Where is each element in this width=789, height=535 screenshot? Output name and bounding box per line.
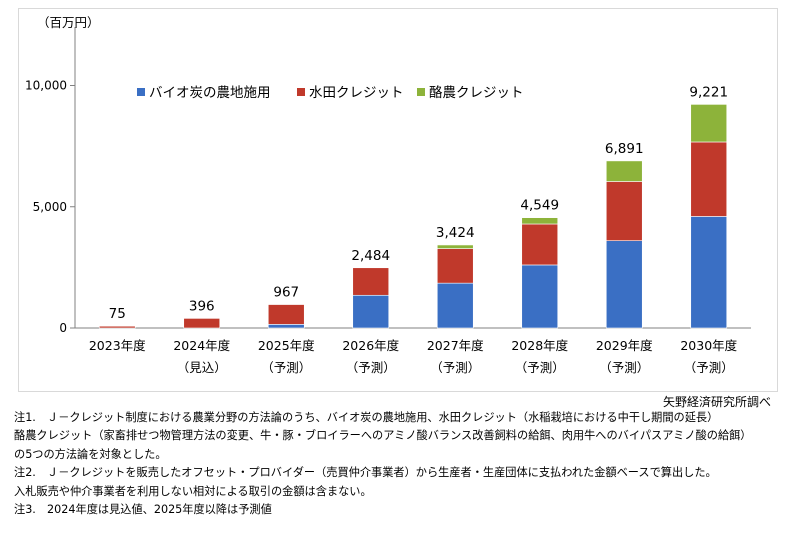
bar-segment-paddy: [183, 318, 221, 329]
bar-segment-biochar: [267, 324, 305, 329]
bar-segment-biochar: [690, 216, 728, 329]
x-tick-sublabel: （見込）: [177, 360, 227, 375]
total-data-label: 967: [273, 285, 299, 301]
legend-label: 水田クレジット: [309, 85, 404, 101]
x-tick-sublabel: （予測）: [346, 360, 396, 375]
bar-segment-dairy: [436, 244, 474, 249]
bar-segment-paddy: [267, 304, 305, 325]
total-data-label: 9,221: [689, 84, 728, 100]
note-line: 酪農クレジット（家畜排せつ物管理方法の変更、牛・豚・ブロイラーへのアミノ酸バラン…: [14, 429, 752, 443]
note-line: 注2. Ｊ－クレジットを販売したオフセット・プロバイダー（売買仲介事業者）から生…: [14, 466, 717, 480]
x-tick-label: 2027年度: [427, 338, 484, 353]
y-axis-unit-label: （百万円）: [37, 15, 100, 30]
note-line: の5つの方法論を対象とした。: [14, 447, 167, 461]
y-tick-label: 0: [59, 321, 67, 335]
notes: 注1. Ｊ－クレジット制度における農業分野の方法論のうち、バイオ炭の農地施用、水…: [14, 409, 774, 519]
bar-segment-dairy: [690, 104, 728, 143]
chart-area: （百万円） 0 5,000 10,000 75 2023年度 396 2024年度 （見込） 96…: [18, 8, 778, 392]
legend-swatch: [137, 88, 145, 96]
x-tick-label: 2023年度: [89, 338, 146, 353]
bar-segment-dairy: [521, 217, 559, 225]
total-data-label: 3,424: [436, 225, 475, 241]
total-data-label: 2,484: [351, 248, 390, 264]
total-data-label: 75: [109, 306, 126, 322]
total-data-label: 396: [189, 298, 215, 314]
legend-label: バイオ炭の農地施用: [149, 85, 271, 101]
x-tick-sublabel: （予測）: [261, 360, 311, 375]
bar-segment-paddy: [690, 141, 728, 217]
x-tick-label: 2024年度: [173, 338, 230, 353]
total-data-label: 4,549: [520, 198, 559, 214]
bar-segment-paddy: [436, 248, 474, 284]
total-data-label: 6,891: [605, 141, 644, 157]
y-tick-label: 10,000: [25, 79, 67, 93]
note-line: 注1. Ｊ－クレジット制度における農業分野の方法論のうち、バイオ炭の農地施用、水…: [14, 411, 719, 424]
legend-label: 酪農クレジット: [429, 85, 524, 101]
bar-segment-biochar: [436, 282, 474, 329]
bar-segment-biochar: [605, 240, 643, 329]
x-tick-sublabel: （予測）: [599, 360, 649, 375]
x-tick-label: 2030年度: [680, 338, 737, 353]
legend-swatch: [297, 88, 305, 96]
bar-segment-paddy: [605, 181, 643, 242]
note-line: 注3. 2024年度は見込値、2025年度以降は予測値: [14, 503, 272, 517]
bar-segment-paddy: [98, 325, 136, 329]
y-tick-label: 5,000: [33, 200, 67, 214]
x-tick-label: 2028年度: [511, 338, 568, 353]
x-tick-label: 2026年度: [342, 338, 399, 353]
x-tick-sublabel: （予測）: [430, 360, 480, 375]
note-line: 入札販売や仲介事業者を利用しない相対による取引の金額は含まない。: [14, 484, 372, 498]
bar-segment-paddy: [521, 223, 559, 266]
bar-segment-biochar: [521, 264, 559, 329]
x-tick-label: 2029年度: [596, 338, 653, 353]
bar-segment-dairy: [605, 160, 643, 182]
bar-segment-biochar: [352, 294, 390, 329]
x-tick-label: 2025年度: [258, 338, 315, 353]
x-tick-sublabel: （予測）: [684, 360, 734, 375]
legend-swatch: [417, 88, 425, 96]
source-label: 矢野経済研究所調べ: [662, 395, 771, 409]
stacked-bar-chart: （百万円） 0 5,000 10,000 75 2023年度 396 2024年度 （見込） 96…: [25, 15, 751, 375]
x-tick-sublabel: （予測）: [515, 360, 565, 375]
bar-segment-paddy: [352, 267, 390, 296]
